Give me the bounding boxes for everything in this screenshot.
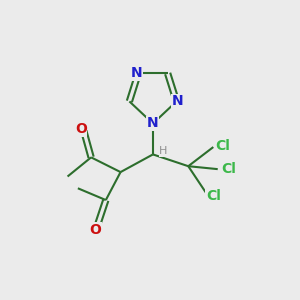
Text: N: N <box>147 116 159 130</box>
Text: O: O <box>75 122 87 136</box>
Text: H: H <box>159 146 167 157</box>
Text: Cl: Cl <box>206 189 221 202</box>
Text: O: O <box>90 223 101 236</box>
Text: N: N <box>172 94 184 108</box>
Text: Cl: Cl <box>221 162 236 176</box>
Text: N: N <box>131 66 142 80</box>
Text: Cl: Cl <box>215 139 230 153</box>
